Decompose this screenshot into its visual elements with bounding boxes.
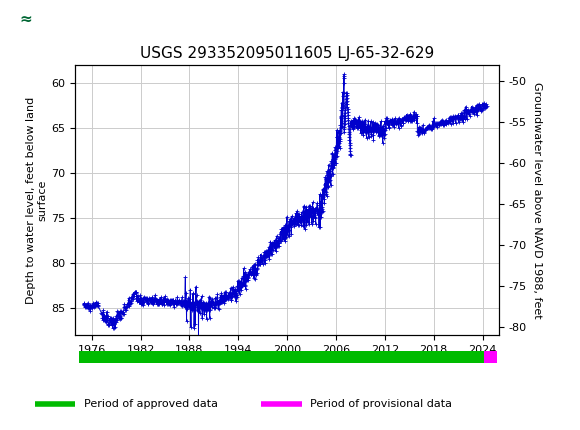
Text: Period of approved data: Period of approved data <box>84 399 218 409</box>
Y-axis label: Groundwater level above NAVD 1988, feet: Groundwater level above NAVD 1988, feet <box>532 82 542 318</box>
Text: Period of provisional data: Period of provisional data <box>310 399 452 409</box>
Text: USGS: USGS <box>58 11 109 29</box>
FancyBboxPatch shape <box>5 5 45 35</box>
Text: ≈: ≈ <box>19 12 32 27</box>
Bar <box>484 351 497 363</box>
Y-axis label: Depth to water level, feet below land
surface: Depth to water level, feet below land su… <box>26 96 48 304</box>
Title: USGS 293352095011605 LJ-65-32-629: USGS 293352095011605 LJ-65-32-629 <box>140 46 434 61</box>
